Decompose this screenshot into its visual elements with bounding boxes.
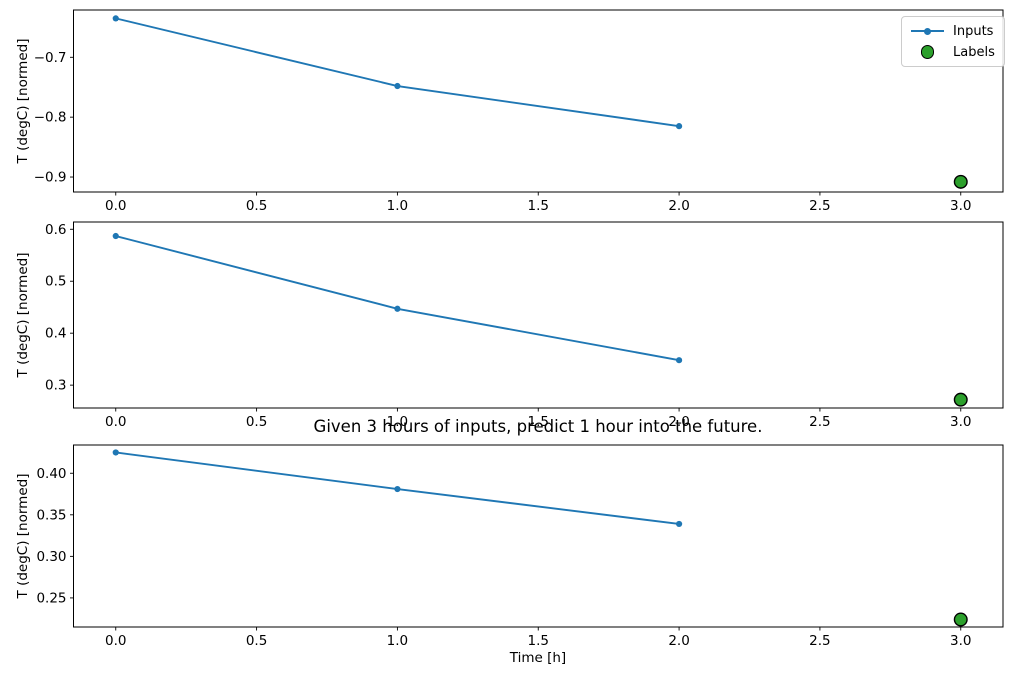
- legend: Inputs Labels: [901, 16, 1005, 67]
- x-tick-label: 3.0: [950, 633, 971, 649]
- labels-marker: [953, 392, 968, 407]
- inputs-marker: [394, 485, 401, 493]
- y-tick-label: 0.25: [36, 590, 66, 606]
- x-tick-label: 2.0: [668, 633, 689, 649]
- x-tick-label: 1.5: [528, 414, 549, 430]
- x-tick-label: 0.5: [246, 198, 267, 214]
- x-axis-label: Time [h]: [509, 650, 567, 666]
- y-tick-label: −0.9: [34, 170, 67, 186]
- y-tick-label: 0.40: [36, 466, 66, 482]
- x-tick-label: 1.0: [387, 198, 408, 214]
- y-tick-label: 0.30: [36, 549, 66, 565]
- y-tick-label: 0.35: [36, 507, 66, 523]
- x-tick-label: 2.5: [809, 633, 830, 649]
- inputs-marker: [112, 449, 119, 456]
- x-tick-label: 2.5: [809, 414, 830, 430]
- legend-item-labels: Labels: [911, 43, 995, 61]
- x-tick-label: 2.0: [668, 414, 689, 430]
- x-tick-label: 1.5: [528, 198, 549, 214]
- x-tick-label: 0.5: [246, 633, 267, 649]
- y-tick-label: −0.8: [34, 110, 67, 126]
- x-tick-label: 0.0: [105, 414, 126, 430]
- x-tick-label: 3.0: [950, 198, 971, 214]
- y-axis-label: T (degC) [normed]: [15, 252, 31, 378]
- x-tick-label: 0.0: [105, 633, 126, 649]
- x-tick-label: 1.5: [528, 633, 549, 649]
- y-tick-label: −0.7: [34, 50, 67, 66]
- legend-label: Inputs: [953, 23, 994, 39]
- inputs-marker: [112, 15, 119, 22]
- y-tick-label: 0.3: [45, 378, 66, 394]
- inputs-line-swatch-icon: [911, 23, 944, 39]
- y-axis-label: T (degC) [normed]: [15, 38, 31, 164]
- inputs-marker: [675, 123, 683, 130]
- x-tick-label: 0.0: [105, 198, 126, 214]
- inputs-marker: [675, 520, 683, 528]
- x-tick-label: 2.5: [809, 198, 830, 214]
- inputs-marker: [675, 357, 683, 364]
- x-tick-label: 3.0: [950, 414, 971, 430]
- inputs-marker: [394, 305, 401, 312]
- y-tick-label: 0.6: [45, 222, 66, 238]
- inputs-marker: [394, 82, 401, 90]
- legend-item-inputs: Inputs: [911, 22, 995, 40]
- axes-border: [73, 221, 1004, 409]
- labels-circle-swatch-icon: [911, 44, 944, 60]
- x-tick-label: 2.0: [668, 198, 689, 214]
- y-axis-label: T (degC) [normed]: [15, 473, 31, 599]
- legend-label: Labels: [953, 44, 995, 60]
- axes-border: [73, 444, 1004, 628]
- y-tick-label: 0.4: [45, 326, 66, 342]
- x-tick-label: 1.0: [387, 633, 408, 649]
- inputs-marker: [112, 232, 119, 240]
- labels-marker: [953, 612, 968, 627]
- x-tick-label: 1.0: [387, 414, 408, 430]
- axes-border: [73, 9, 1004, 193]
- y-tick-label: 0.5: [45, 274, 66, 290]
- labels-marker: [953, 174, 968, 189]
- x-tick-label: 0.5: [246, 414, 267, 430]
